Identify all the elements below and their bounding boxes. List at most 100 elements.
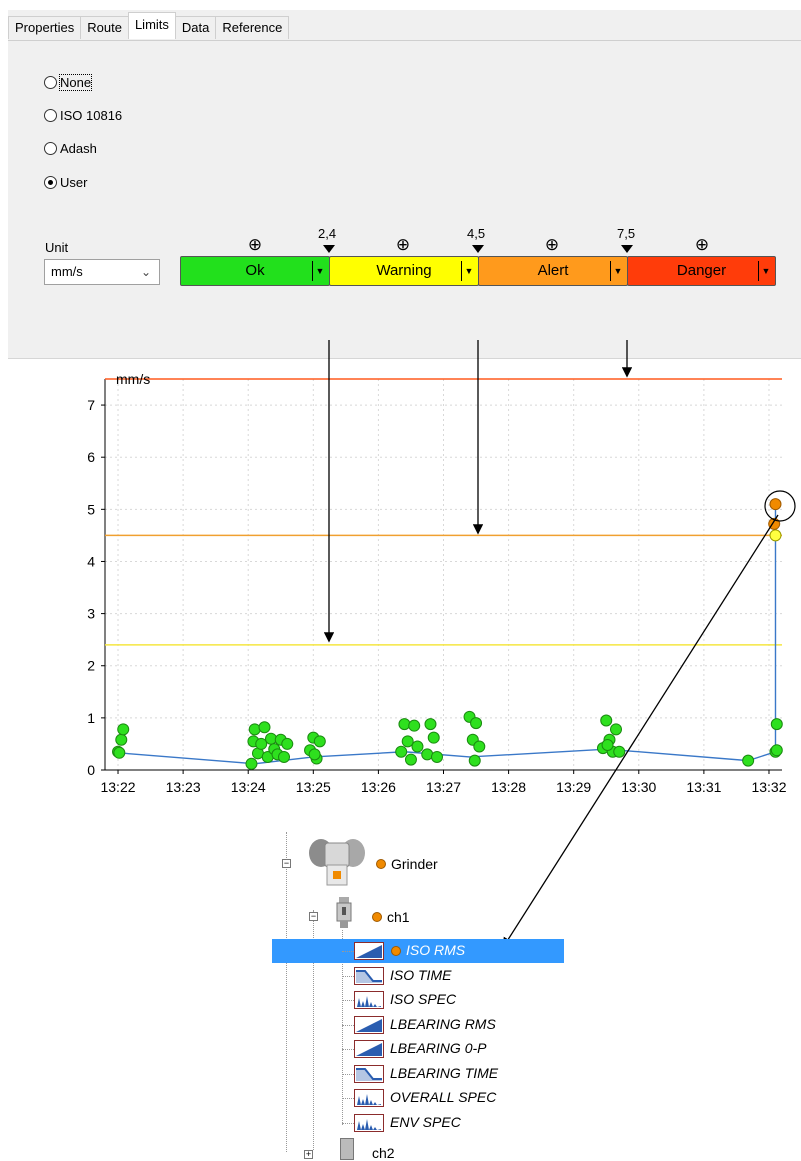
tree-node-grinder[interactable]: Grinder: [391, 856, 438, 872]
y-tick-label: 1: [87, 710, 95, 726]
segment-label: Alert: [538, 262, 569, 279]
add-limit-button[interactable]: ⊕: [692, 235, 712, 255]
tab-properties[interactable]: Properties: [8, 16, 81, 39]
tab-divider: [8, 40, 801, 41]
radio-circle-checked[interactable]: [44, 176, 57, 189]
tree-item[interactable]: LBEARING 0-P: [390, 1040, 486, 1056]
add-limit-button[interactable]: ⊕: [542, 235, 562, 255]
add-limit-button[interactable]: ⊕: [393, 235, 413, 255]
data-point: [249, 724, 260, 735]
y-tick-label: 6: [87, 449, 95, 465]
limits-panel: [8, 10, 801, 359]
unit-select[interactable]: mm/s ⌄: [44, 259, 160, 285]
segment-warning[interactable]: Warning ▼: [329, 256, 479, 286]
x-tick-label: 13:32: [751, 779, 786, 795]
tree-line: [342, 976, 354, 977]
data-point: [602, 739, 613, 750]
radio-none[interactable]: None: [44, 75, 91, 90]
collapse-toggle[interactable]: −: [309, 912, 318, 921]
threshold-value[interactable]: 4,5: [467, 226, 485, 241]
dropdown-arrow-icon[interactable]: ▼: [610, 261, 625, 281]
segment-ok[interactable]: Ok ▼: [180, 256, 330, 286]
tab-reference[interactable]: Reference: [215, 16, 289, 39]
data-point: [771, 745, 782, 756]
data-point: [743, 755, 754, 766]
threshold-marker[interactable]: [621, 245, 633, 253]
tree-item[interactable]: ISO SPEC: [390, 991, 456, 1007]
tree-line: [342, 1049, 354, 1050]
radio-user[interactable]: User: [44, 175, 87, 190]
data-point: [469, 755, 480, 766]
radio-adash[interactable]: Adash: [44, 141, 97, 156]
threshold-value[interactable]: 2,4: [318, 226, 336, 241]
dropdown-arrow-icon[interactable]: ▼: [312, 261, 327, 281]
x-tick-label: 13:26: [361, 779, 396, 795]
chart-grid: [105, 379, 782, 770]
threshold-value[interactable]: 7,5: [617, 226, 635, 241]
radio-iso10816[interactable]: ISO 10816: [44, 108, 122, 123]
tree-item[interactable]: ENV SPEC: [390, 1114, 461, 1130]
collapse-toggle[interactable]: −: [282, 859, 291, 868]
data-point: [770, 530, 781, 541]
trend-icon: [354, 1040, 384, 1058]
tree-line: [286, 832, 287, 1152]
data-point: [256, 738, 267, 749]
segment-danger[interactable]: Danger ▼: [627, 256, 776, 286]
data-point: [399, 719, 410, 730]
data-point: [431, 751, 442, 762]
tree-item[interactable]: LBEARING RMS: [390, 1016, 496, 1032]
y-tick-label: 3: [87, 606, 95, 622]
data-point: [279, 751, 290, 762]
segment-label: Danger: [677, 262, 726, 279]
radio-label-none: None: [60, 75, 91, 90]
data-point: [425, 719, 436, 730]
data-point: [118, 724, 129, 735]
tab-route[interactable]: Route: [80, 16, 129, 39]
x-tick-label: 13:22: [100, 779, 135, 795]
waveform-icon: [354, 967, 384, 985]
data-point: [611, 724, 622, 735]
status-dot: [376, 859, 386, 869]
grinder-icon: [305, 833, 369, 889]
status-dot: [372, 912, 382, 922]
data-point: [412, 741, 423, 752]
data-point: [770, 499, 781, 510]
tab-data[interactable]: Data: [175, 16, 216, 39]
expand-toggle[interactable]: +: [304, 1150, 313, 1159]
chevron-down-icon: ⌄: [141, 260, 151, 284]
tree-item[interactable]: ISO TIME: [390, 967, 451, 983]
tree-item[interactable]: OVERALL SPEC: [390, 1089, 496, 1105]
segment-alert[interactable]: Alert ▼: [478, 256, 628, 286]
data-point: [471, 718, 482, 729]
tab-limits[interactable]: Limits: [128, 12, 176, 39]
x-tick-label: 13:25: [296, 779, 331, 795]
dropdown-arrow-icon[interactable]: ▼: [758, 261, 773, 281]
data-point: [405, 754, 416, 765]
data-point: [771, 719, 782, 730]
tree-item[interactable]: LBEARING TIME: [390, 1065, 498, 1081]
tree-node-ch1[interactable]: ch1: [387, 909, 410, 925]
data-point: [402, 736, 413, 747]
data-point: [259, 722, 270, 733]
tree-node-ch2[interactable]: ch2: [372, 1145, 395, 1161]
dropdown-arrow-icon[interactable]: ▼: [461, 261, 476, 281]
add-limit-button[interactable]: ⊕: [245, 235, 265, 255]
data-point: [309, 749, 320, 760]
data-series: [113, 499, 783, 770]
x-tick-label: 13:31: [686, 779, 721, 795]
segment-label: Ok: [245, 262, 264, 279]
data-point: [428, 732, 439, 743]
y-tick-label: 5: [87, 501, 95, 517]
trend-chart: 0 1 2 3 4 5 6 7 13:22 13:23 13:24 13:25 13:26 13:27 13…: [0, 340, 801, 1160]
data-point: [614, 746, 625, 757]
radio-circle[interactable]: [44, 109, 57, 122]
data-point: [601, 715, 612, 726]
threshold-marker[interactable]: [472, 245, 484, 253]
radio-label-user: User: [60, 175, 87, 190]
tree-item[interactable]: ISO RMS: [406, 942, 465, 958]
chart-axes: [101, 379, 782, 774]
threshold-marker[interactable]: [323, 245, 335, 253]
radio-circle[interactable]: [44, 76, 57, 89]
radio-circle[interactable]: [44, 142, 57, 155]
tree-line: [342, 951, 354, 952]
